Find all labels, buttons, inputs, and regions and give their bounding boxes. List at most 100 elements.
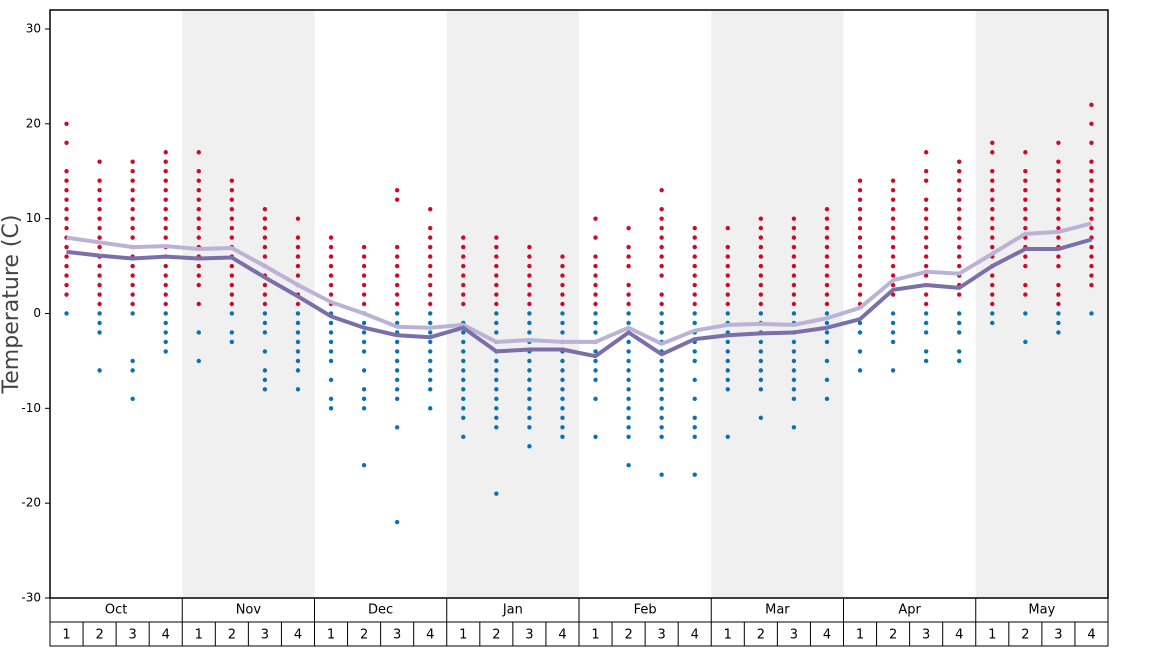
high-dot (758, 282, 764, 288)
high-dot (229, 187, 235, 193)
high-dot (64, 225, 69, 231)
high-dot (990, 169, 995, 174)
low-dot (494, 311, 499, 316)
high-dot (758, 244, 764, 250)
low-dot (659, 425, 664, 430)
high-dot (1023, 292, 1028, 297)
low-dot (692, 377, 697, 383)
high-dot (97, 206, 102, 212)
high-dot (923, 150, 929, 155)
high-dot (196, 216, 201, 221)
low-dot (527, 425, 532, 430)
low-dot (791, 311, 797, 316)
high-dot (295, 254, 301, 259)
high-dot (163, 282, 168, 288)
week-label: 2 (95, 628, 103, 643)
low-dot (593, 358, 598, 364)
high-dot (957, 169, 962, 174)
low-dot (593, 396, 598, 402)
low-dot (428, 368, 433, 373)
low-dot (262, 377, 268, 383)
low-dot (295, 311, 301, 316)
high-dot (990, 140, 995, 145)
low-dot (857, 330, 863, 335)
low-dot (990, 311, 995, 316)
high-dot (196, 282, 201, 288)
low-dot (328, 358, 334, 364)
high-dot (394, 254, 400, 259)
high-dot (593, 216, 598, 221)
low-dot (527, 406, 532, 411)
high-dot (791, 301, 797, 307)
high-dot (923, 292, 929, 297)
high-dot (659, 206, 664, 212)
week-label: 1 (195, 628, 203, 643)
low-dot (692, 396, 697, 402)
high-dot (692, 225, 697, 231)
low-dot (560, 330, 565, 335)
high-dot (1056, 178, 1061, 183)
low-dot (527, 396, 532, 402)
high-dot (163, 263, 168, 269)
low-dot (328, 330, 334, 335)
high-dot (196, 225, 201, 231)
low-dot (461, 434, 466, 439)
high-dot (361, 273, 367, 278)
high-dot (428, 254, 433, 259)
high-dot (725, 282, 730, 288)
low-dot (361, 368, 367, 373)
high-dot (163, 225, 168, 231)
low-dot (394, 377, 400, 383)
low-dot (957, 311, 962, 316)
low-dot (229, 339, 235, 345)
low-dot (527, 387, 532, 392)
high-dot (890, 216, 896, 221)
high-dot (394, 244, 400, 250)
week-label: 3 (129, 628, 137, 643)
high-dot (1023, 187, 1028, 193)
high-dot (990, 282, 995, 288)
low-dot (659, 415, 664, 421)
high-dot (64, 206, 69, 212)
low-dot (527, 330, 532, 335)
low-dot (758, 349, 764, 354)
week-label: 4 (294, 628, 302, 643)
high-dot (394, 187, 400, 193)
high-dot (758, 216, 764, 221)
high-dot (923, 254, 929, 259)
high-dot (725, 273, 730, 278)
low-dot (626, 368, 631, 373)
high-dot (428, 273, 433, 278)
low-dot (692, 311, 697, 316)
high-dot (1056, 292, 1061, 297)
low-dot (758, 358, 764, 364)
high-dot (163, 150, 168, 155)
high-dot (990, 206, 995, 212)
high-dot (461, 273, 466, 278)
low-dot (163, 320, 168, 326)
high-dot (130, 169, 135, 174)
low-dot (659, 396, 664, 402)
low-dot (428, 349, 433, 354)
low-dot (494, 406, 499, 411)
low-dot (560, 415, 565, 421)
high-dot (1089, 263, 1094, 269)
high-dot (957, 197, 962, 202)
high-dot (64, 254, 69, 259)
week-label: 2 (757, 628, 765, 643)
low-dot (361, 330, 367, 335)
high-dot (328, 292, 334, 297)
high-dot (957, 263, 962, 269)
low-dot (527, 358, 532, 364)
low-dot (725, 434, 730, 439)
low-dot (262, 349, 268, 354)
week-label: 3 (658, 628, 666, 643)
low-dot (494, 330, 499, 335)
low-dot (494, 491, 499, 496)
low-dot (560, 311, 565, 316)
high-dot (163, 301, 168, 307)
low-dot (890, 330, 896, 335)
low-dot (791, 396, 797, 402)
high-dot (64, 244, 69, 250)
high-dot (494, 292, 499, 297)
